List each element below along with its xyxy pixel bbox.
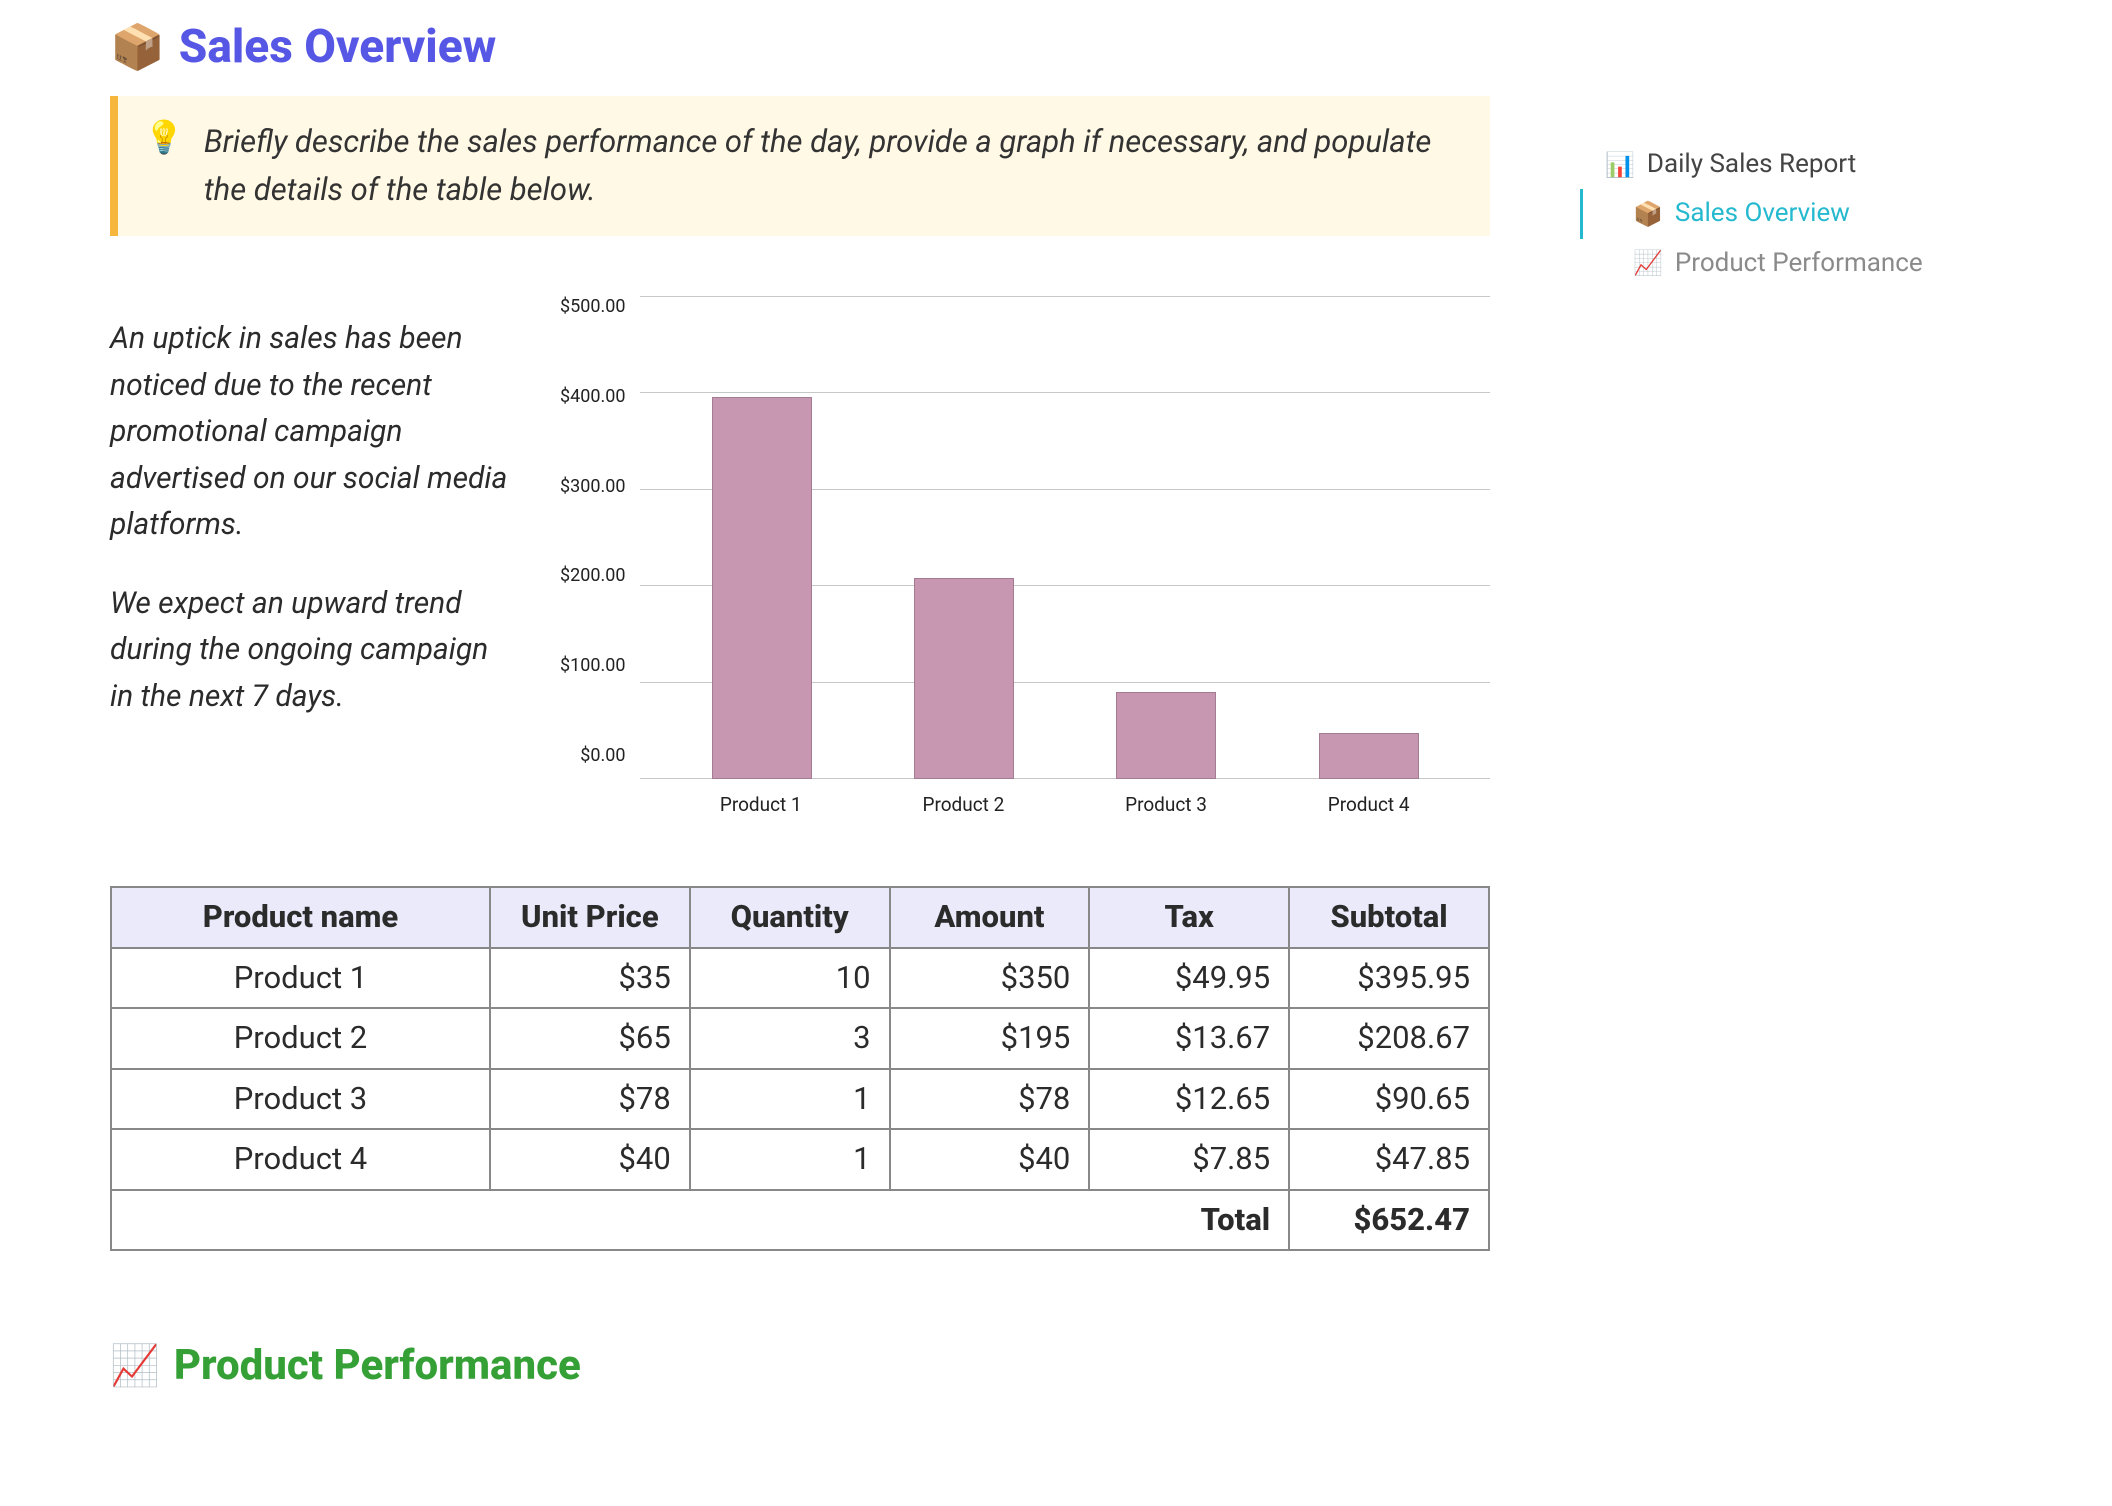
table-column-header: Unit Price — [490, 887, 690, 948]
table-cell: $208.67 — [1289, 1008, 1489, 1069]
package-icon: 📦 — [110, 25, 165, 69]
chart-y-axis: $500.00 $400.00 $300.00 $200.00 $100.00 $0.00 — [560, 296, 639, 766]
table-cell: 1 — [690, 1129, 890, 1190]
heading-sales-overview: 📦 Sales Overview — [110, 20, 1490, 74]
table-cell: $47.85 — [1289, 1129, 1489, 1190]
chart-y-tick: $200.00 — [560, 565, 625, 586]
callout-block: 💡 Briefly describe the sales performance… — [110, 96, 1490, 236]
table-cell: $12.65 — [1089, 1069, 1289, 1130]
table-row: Product 1$3510$350$49.95$395.95 — [111, 948, 1489, 1009]
toc-item-label: Daily Sales Report — [1647, 140, 1856, 189]
heading-sales-overview-text: Sales Overview — [179, 20, 496, 74]
chart-bar — [1116, 692, 1216, 780]
table-row: Product 2$653$195$13.67$208.67 — [111, 1008, 1489, 1069]
table-cell: $90.65 — [1289, 1069, 1489, 1130]
table-cell: Product 3 — [111, 1069, 490, 1130]
table-cell: $78 — [490, 1069, 690, 1130]
table-column-header: Tax — [1089, 887, 1289, 948]
callout-text: Briefly describe the sales performance o… — [204, 118, 1460, 214]
table-row: Product 3$781$78$12.65$90.65 — [111, 1069, 1489, 1130]
chart-bar — [1319, 733, 1419, 779]
table-cell: 10 — [690, 948, 890, 1009]
table-column-header: Subtotal — [1289, 887, 1489, 948]
overview-paragraph-2: We expect an upward trend during the ong… — [110, 581, 510, 721]
table-cell: $7.85 — [1089, 1129, 1289, 1190]
chart-x-label: Product 2 — [913, 793, 1013, 816]
table-cell: $195 — [890, 1008, 1090, 1069]
table-row: Product 4$401$40$7.85$47.85 — [111, 1129, 1489, 1190]
table-cell: 3 — [690, 1008, 890, 1069]
table-cell: $350 — [890, 948, 1090, 1009]
toc-sidebar: 📊 Daily Sales Report 📦 Sales Overview 📈 Produ… — [1550, 20, 2030, 1390]
toc-item[interactable]: 📊 Daily Sales Report — [1580, 140, 2030, 189]
chart-bar — [712, 397, 812, 779]
chart-bars — [640, 296, 1490, 779]
toc-item[interactable]: 📦 Sales Overview — [1580, 189, 2030, 238]
chart-x-label: Product 4 — [1319, 793, 1419, 816]
chart-wrap: $500.00 $400.00 $300.00 $200.00 $100.00 $0.00… — [560, 296, 1490, 816]
chart-bar — [914, 578, 1014, 780]
sales-chart: $500.00 $400.00 $300.00 $200.00 $100.00 $0.00… — [560, 296, 1490, 816]
table-cell: $395.95 — [1289, 948, 1489, 1009]
toc-item-icon: 📦 — [1633, 202, 1663, 226]
chart-plot-column: Product 1 Product 2 Product 3 Product 4 — [639, 296, 1490, 816]
toc-item-label: Product Performance — [1675, 239, 1923, 288]
table-cell: Product 2 — [111, 1008, 490, 1069]
table-cell: $13.67 — [1089, 1008, 1289, 1069]
chart-x-label: Product 3 — [1116, 793, 1216, 816]
table-cell: 1 — [690, 1069, 890, 1130]
toc-item-icon: 📈 — [1633, 251, 1663, 275]
table-cell: $78 — [890, 1069, 1090, 1130]
overview-description: An uptick in sales has been noticed due … — [110, 296, 510, 816]
table-column-header: Amount — [890, 887, 1090, 948]
chart-y-tick: $300.00 — [560, 476, 625, 497]
lightbulb-icon: 💡 — [144, 118, 184, 156]
table-total-row: Total$652.47 — [111, 1190, 1489, 1251]
chart-x-label: Product 1 — [711, 793, 811, 816]
main-column: 📦 Sales Overview 💡 Briefly describe the … — [0, 20, 1550, 1390]
chart-y-tick: $0.00 — [580, 745, 625, 766]
table-cell: $40 — [890, 1129, 1090, 1190]
chart-y-tick: $400.00 — [560, 386, 625, 407]
table-total-value: $652.47 — [1289, 1190, 1489, 1251]
chart-x-axis: Product 1 Product 2 Product 3 Product 4 — [639, 779, 1490, 816]
table-total-label: Total — [111, 1190, 1289, 1251]
chart-y-tick: $100.00 — [560, 655, 625, 676]
table-cell: $65 — [490, 1008, 690, 1069]
toc-item-icon: 📊 — [1605, 153, 1635, 177]
overview-paragraph-1: An uptick in sales has been noticed due … — [110, 316, 510, 549]
table-cell: $49.95 — [1089, 948, 1289, 1009]
table-column-header: Product name — [111, 887, 490, 948]
overview-row: An uptick in sales has been noticed due … — [110, 296, 1490, 816]
heading-product-performance-text: Product Performance — [174, 1341, 581, 1390]
chart-y-tick: $500.00 — [560, 296, 625, 317]
toc-item-label: Sales Overview — [1675, 189, 1850, 238]
heading-product-performance: 📈 Product Performance — [110, 1341, 1490, 1390]
toc-item[interactable]: 📈 Product Performance — [1580, 239, 2030, 288]
table-cell: Product 4 — [111, 1129, 490, 1190]
table-header-row: Product nameUnit PriceQuantityAmountTaxS… — [111, 887, 1489, 948]
page-root: 📦 Sales Overview 💡 Briefly describe the … — [0, 0, 2112, 1430]
chart-up-icon: 📈 — [110, 1346, 160, 1386]
chart-plot-area — [639, 296, 1490, 779]
table-body: Product 1$3510$350$49.95$395.95Product 2… — [111, 948, 1489, 1251]
table-cell: $35 — [490, 948, 690, 1009]
table-column-header: Quantity — [690, 887, 890, 948]
sales-table: Product nameUnit PriceQuantityAmountTaxS… — [110, 886, 1490, 1251]
table-cell: Product 1 — [111, 948, 490, 1009]
table-cell: $40 — [490, 1129, 690, 1190]
